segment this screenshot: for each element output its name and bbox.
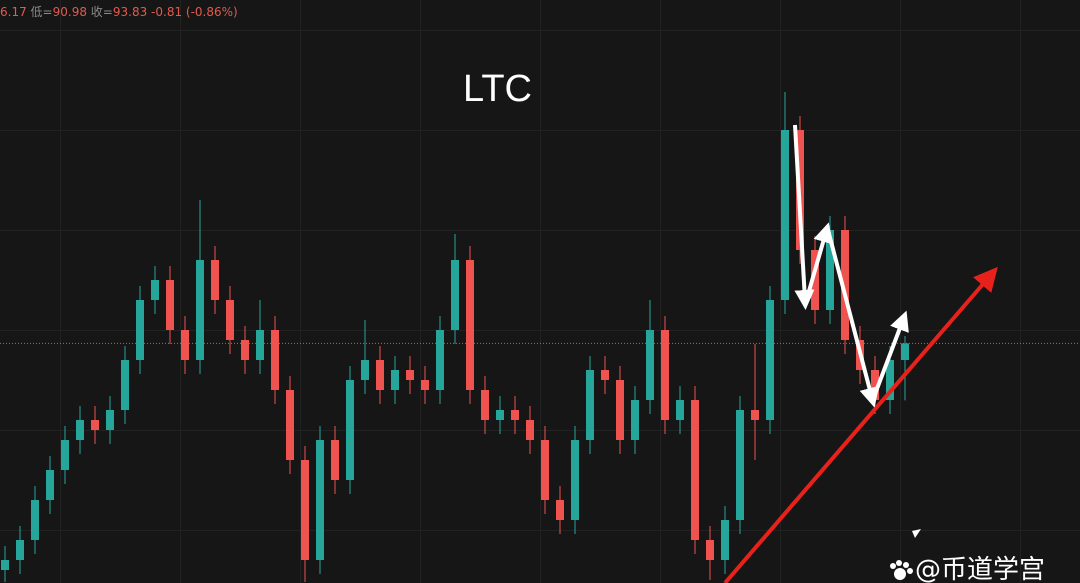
watermark: @币道学宫 [915,555,1046,583]
white-arrow [826,229,880,408]
cursor [912,529,921,538]
candle-body [886,360,894,400]
candle-body [511,410,519,420]
candle-body [616,380,624,440]
trend-arrow [723,266,998,583]
candle-body [31,500,39,540]
candle-body [211,260,219,300]
candle-body [871,370,879,400]
header-key: 收= [90,5,113,19]
white-arrow [793,124,815,310]
candle-body [436,330,444,390]
candle-body [256,330,264,360]
candle-body [691,400,699,540]
candle-body [676,400,684,420]
candle-body [16,540,24,560]
chart-title: LTC [463,68,532,110]
header-value: 90.98 [52,5,87,19]
candle-body [241,340,249,360]
candle-body [166,280,174,330]
candle-body [376,360,384,390]
candle-body [61,440,69,470]
candle-body [601,370,609,380]
candle-body [391,370,399,390]
candle-body [331,440,339,480]
candle-body [811,250,819,310]
candle-body [496,410,504,420]
candle-body [181,330,189,360]
candle-body [901,343,909,360]
candle-body [481,390,489,420]
candle-body [46,470,54,500]
candle-body [1,560,9,570]
candle-body [451,260,459,330]
candle-body [121,360,129,410]
candle-body [421,380,429,390]
candle-body [106,410,114,430]
candle-body [781,130,789,300]
candle-body [136,300,144,360]
candle-body [151,280,159,300]
candle-body [541,440,549,500]
candle-body [361,360,369,380]
ohlc-header: 6.17 低=90.98 收=93.83 -0.81 (-0.86%) [0,3,238,20]
candle-body [301,460,309,560]
candle-body [721,520,729,560]
candle-body [466,260,474,390]
white-arrow [870,310,909,403]
candle-body [526,420,534,440]
paw-icon [890,560,913,580]
candle-body [661,330,669,420]
candle-body [841,230,849,340]
candle-body [91,420,99,430]
candle-body [286,390,294,460]
candle-body [646,330,654,400]
candle-body [706,540,714,560]
candles [0,92,1080,582]
candle-body [271,330,279,390]
candle-body [751,410,759,420]
candle-body [556,500,564,520]
candle-body [736,410,744,520]
candle-body [226,300,234,340]
header-change: -0.81 (-0.86%) [151,5,238,19]
white-arrow [803,222,833,306]
header-value: 93.83 [112,5,148,19]
candle-body [586,370,594,440]
header-text: 6.17 [0,5,27,19]
candle-body [766,300,774,420]
candle-body [346,380,354,480]
candle-body [826,230,834,310]
header-key: 低= [30,5,53,19]
candle-body [196,260,204,360]
candle-body [406,370,414,380]
candle-body [631,400,639,440]
candle-body [316,440,324,560]
candle-body [571,440,579,520]
candle-body [76,420,84,440]
